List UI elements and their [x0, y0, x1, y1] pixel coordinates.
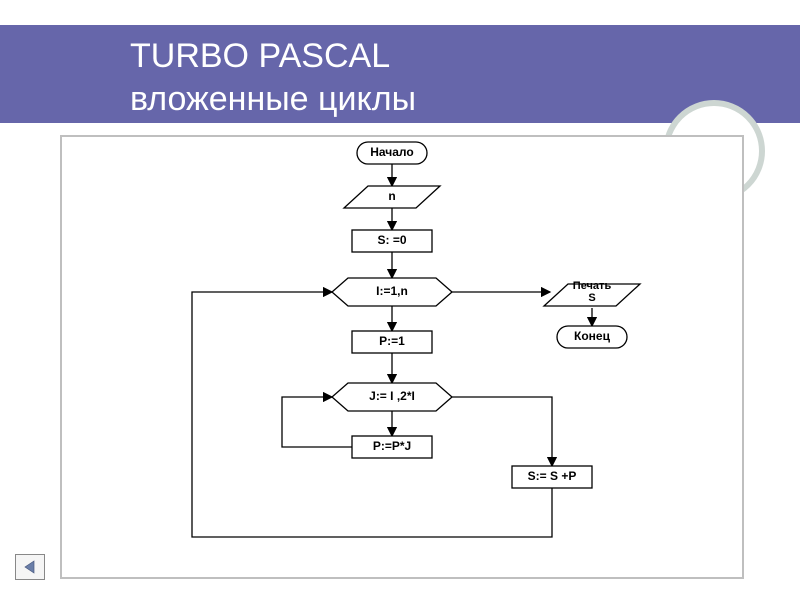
node-label: Печать: [573, 280, 612, 292]
edge-ssp-loop_i: [192, 292, 552, 537]
node-start: Начало: [357, 142, 427, 164]
title-line-2: вложенные циклы: [130, 80, 416, 118]
node-print: ПечатьS: [544, 280, 640, 306]
node-end: Конец: [557, 326, 627, 348]
node-p1: P:=1: [352, 331, 432, 353]
node-in_n: n: [344, 186, 440, 208]
node-ssp: S:= S +P: [512, 466, 592, 488]
node-ppj: P:=P*J: [352, 436, 432, 458]
title-line-1: TURBO PASCAL: [130, 37, 390, 75]
node-label: n: [388, 189, 395, 203]
header-band: TURBO PASCAL вложенные циклы: [0, 25, 800, 123]
node-label: Конец: [574, 329, 611, 343]
node-label: P:=P*J: [373, 439, 411, 453]
flowchart-canvas: Начало n S: =0 I:=1,n P:=1 J:= I ,2*I P:=P*J S:…: [60, 135, 744, 579]
node-label: S:= S +P: [528, 469, 577, 483]
node-loop_j: J:= I ,2*I: [332, 383, 452, 411]
node-label: S: [588, 292, 595, 304]
flowchart-svg: Начало n S: =0 I:=1,n P:=1 J:= I ,2*I P:=P*J S:…: [62, 137, 742, 577]
slide-title: TURBO PASCAL вложенные циклы: [130, 35, 416, 120]
node-s0: S: =0: [352, 230, 432, 252]
slide: TURBO PASCAL вложенные циклы Начало n S: =…: [0, 0, 800, 600]
node-loop_i: I:=1,n: [332, 278, 452, 306]
node-label: S: =0: [377, 233, 406, 247]
node-label: P:=1: [379, 334, 405, 348]
node-label: Начало: [370, 145, 413, 159]
prev-slide-button[interactable]: [15, 554, 45, 580]
triangle-left-icon: [23, 560, 37, 574]
edge-loop_j-ssp: [452, 397, 552, 466]
node-label: I:=1,n: [376, 284, 408, 298]
node-label: J:= I ,2*I: [369, 389, 415, 403]
